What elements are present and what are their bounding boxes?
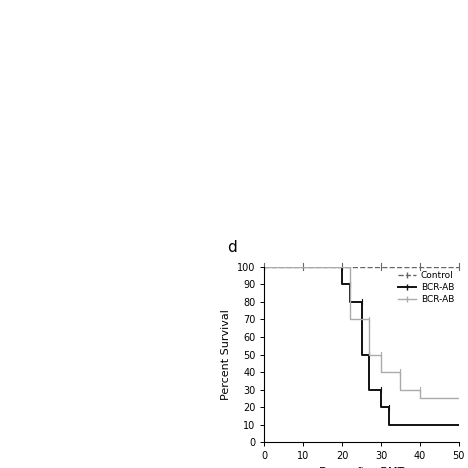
Legend: Control, BCR-AB, BCR-AB: Control, BCR-AB, BCR-AB — [398, 271, 454, 304]
X-axis label: Days after BMT: Days after BMT — [319, 467, 404, 468]
Text: d: d — [227, 240, 237, 255]
Y-axis label: Percent Survival: Percent Survival — [221, 309, 232, 400]
